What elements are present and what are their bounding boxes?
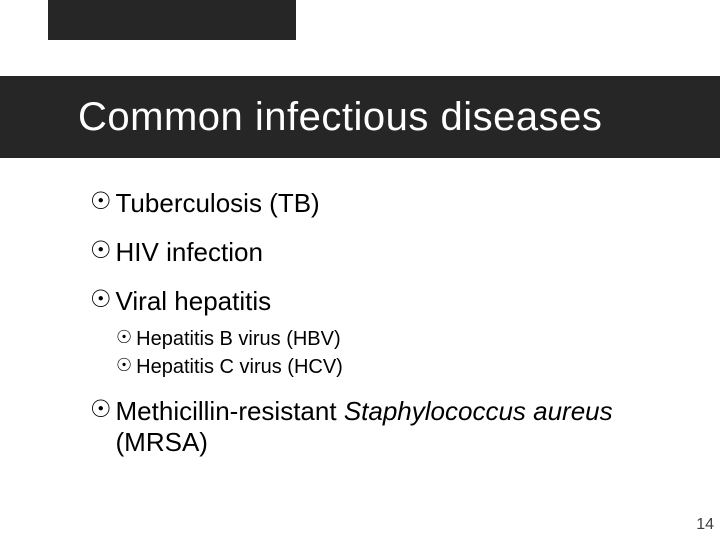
bullet-icon: ☉	[90, 237, 112, 266]
list-item: ☉ HIV infection	[90, 237, 680, 268]
slide-title: Common infectious diseases	[78, 95, 602, 140]
list-item: ☉ Hepatitis C virus (HCV)	[116, 354, 680, 380]
sub-list: ☉ Hepatitis B virus (HBV) ☉ Hepatitis C …	[90, 326, 680, 380]
list-item: ☉ Hepatitis B virus (HBV)	[116, 326, 680, 352]
page-number: 14	[696, 516, 714, 534]
list-item-text: Hepatitis B virus (HBV)	[136, 326, 341, 352]
bullet-icon: ☉	[116, 326, 132, 349]
list-item: ☉ Viral hepatitis	[90, 286, 680, 317]
decorative-top-strip	[48, 0, 296, 40]
bullet-icon: ☉	[116, 354, 132, 377]
list-item-text: Viral hepatitis	[116, 286, 272, 317]
content-area: ☉ Tuberculosis (TB) ☉ HIV infection ☉ Vi…	[90, 188, 680, 476]
bullet-icon: ☉	[90, 396, 112, 425]
list-item-text: Tuberculosis (TB)	[116, 188, 320, 219]
list-item: ☉ Methicillin-resistant Staphylococcus a…	[90, 396, 680, 458]
bullet-icon: ☉	[90, 286, 112, 315]
slide: Common infectious diseases ☉ Tuberculosi…	[0, 0, 720, 540]
list-item-text: HIV infection	[116, 237, 263, 268]
list-item: ☉ Tuberculosis (TB)	[90, 188, 680, 219]
list-item-text: Methicillin-resistant Staphylococcus aur…	[116, 396, 680, 458]
list-item-text: Hepatitis C virus (HCV)	[136, 354, 343, 380]
bullet-icon: ☉	[90, 188, 112, 217]
title-band: Common infectious diseases	[0, 76, 720, 158]
